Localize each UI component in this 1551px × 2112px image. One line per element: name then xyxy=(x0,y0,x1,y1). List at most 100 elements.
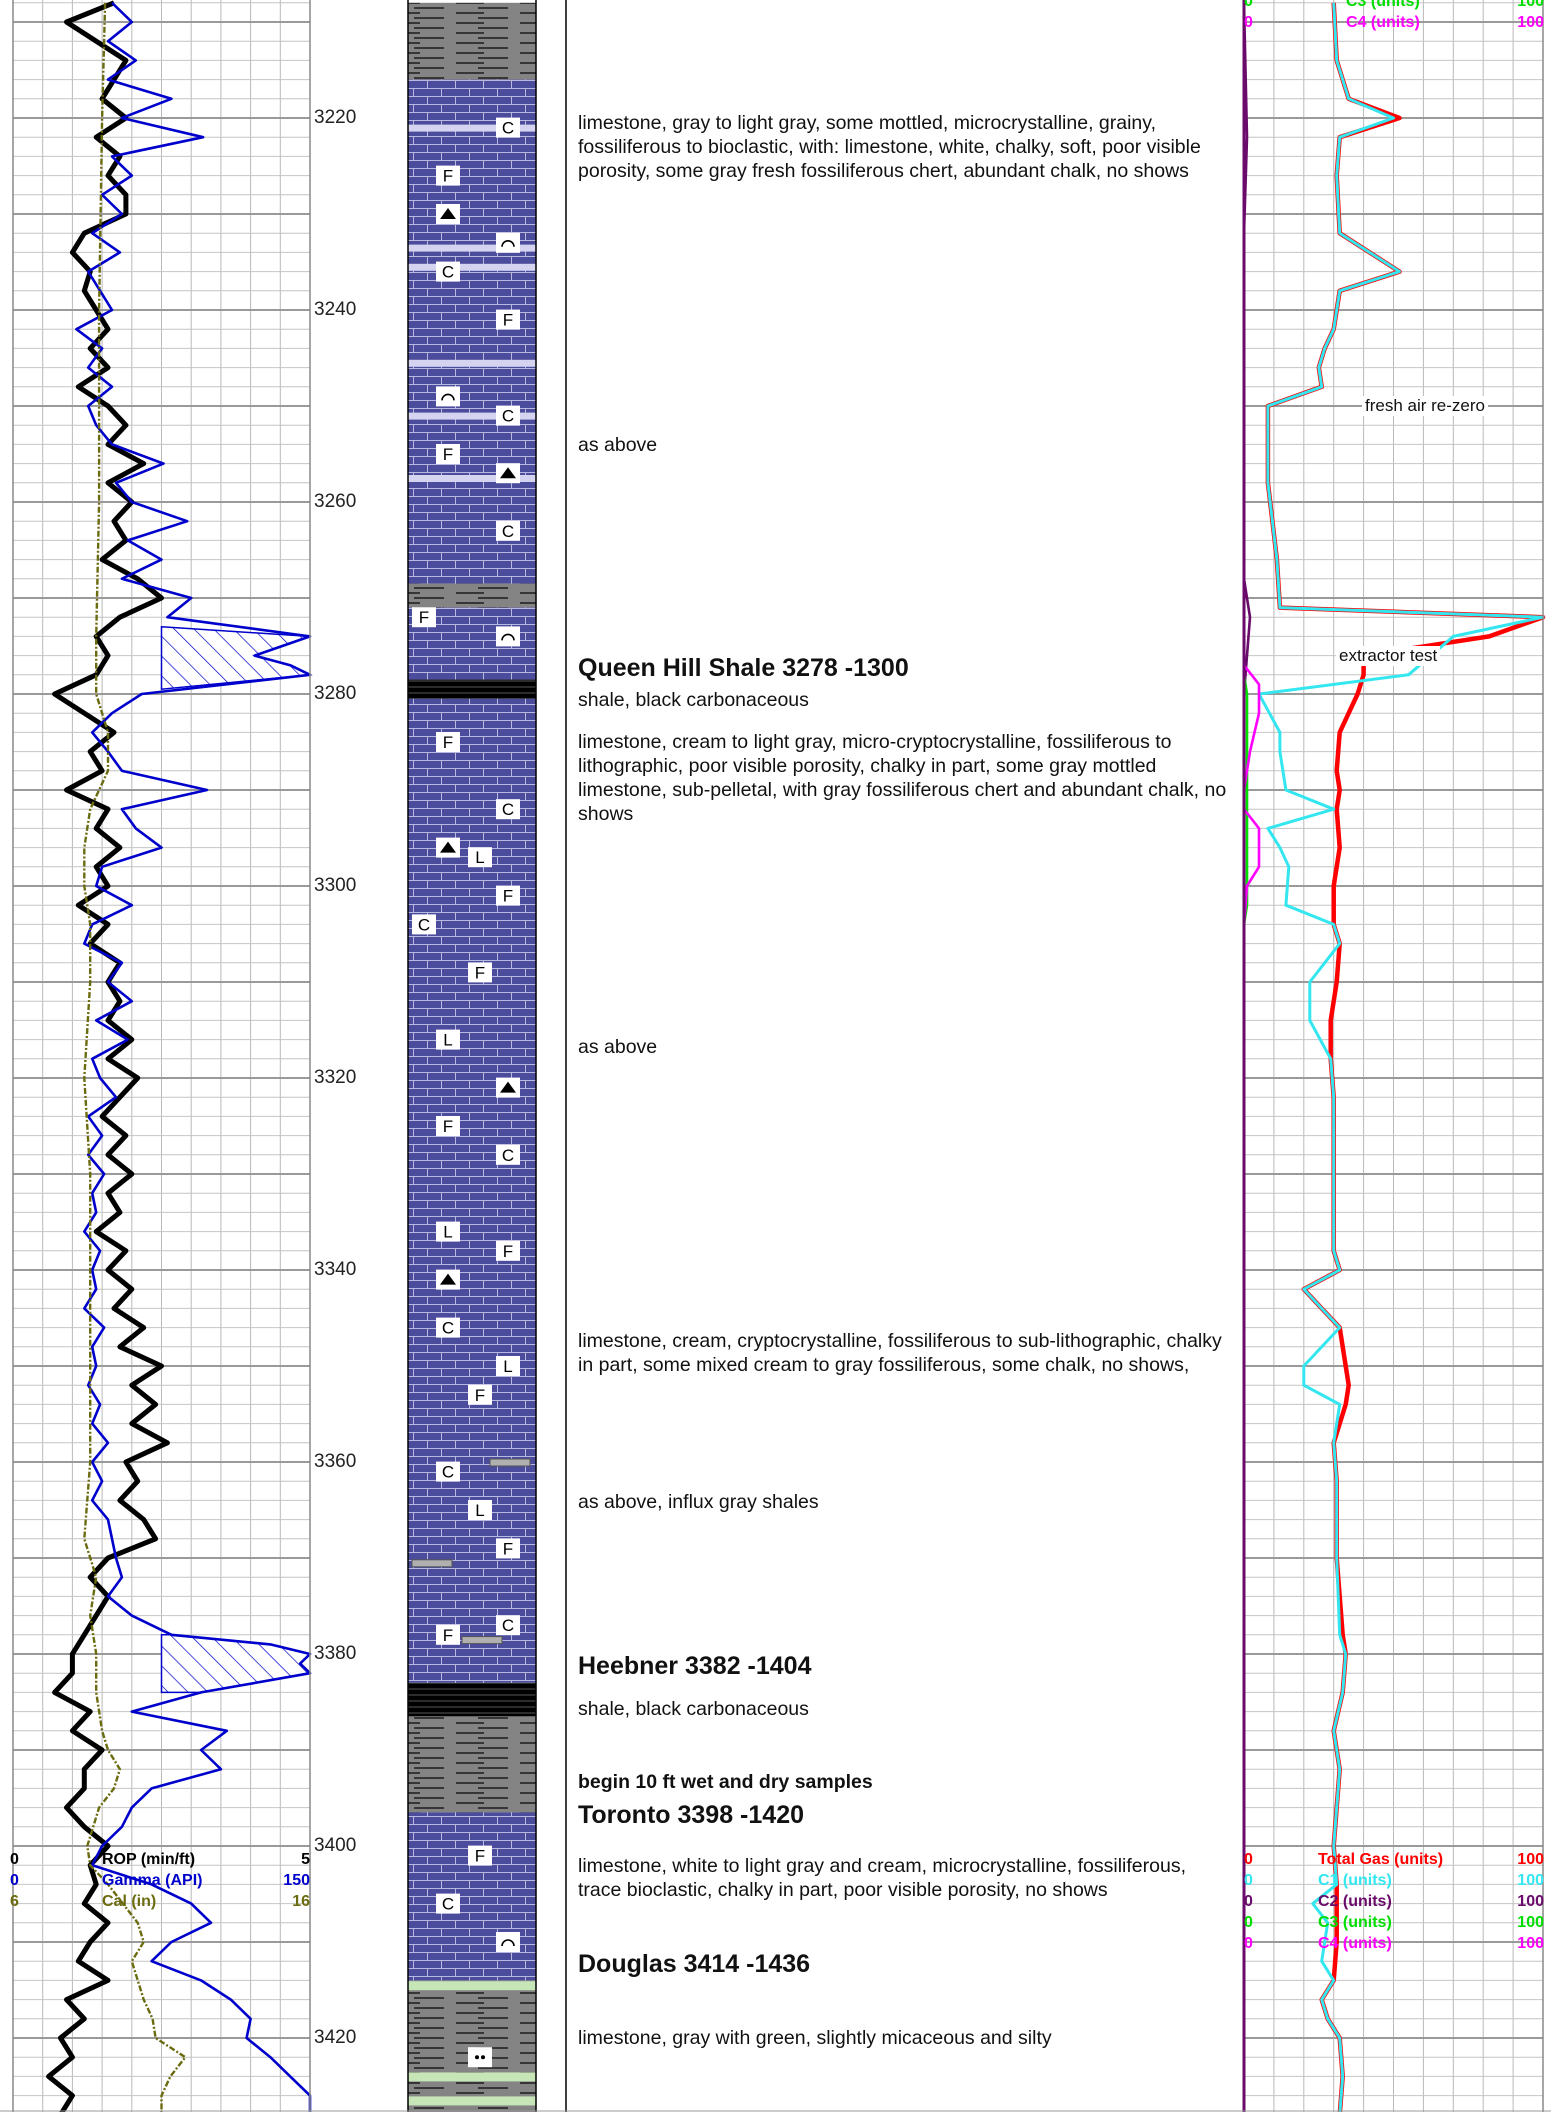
gamma-shale-hatch xyxy=(160,625,313,691)
lithology-symbol-f: F xyxy=(496,1538,520,1559)
legend-row: 0 C3 (units) 100 xyxy=(1244,1913,1544,1934)
depth-label: 3240 xyxy=(314,299,364,321)
symbol-box xyxy=(496,1356,520,1376)
lithology-description: limestone, cream, cryptocrystalline, fos… xyxy=(578,1330,1222,1376)
symbol-letter: F xyxy=(503,1242,513,1261)
gas-annotation: fresh air re-zero xyxy=(1362,396,1488,416)
lithology-symbol-c: C xyxy=(496,1144,520,1165)
legend-label: Cal (in) xyxy=(102,1893,157,1910)
legend-max: 100 xyxy=(1517,1935,1544,1952)
rop-min-ft-curve xyxy=(46,0,170,2112)
symbol-box xyxy=(468,2047,492,2068)
legend-min: 0 xyxy=(1244,0,1253,10)
symbol-box xyxy=(436,1116,460,1136)
symbol-letter: F xyxy=(503,1539,513,1558)
lithology-description: as above xyxy=(578,1036,658,1058)
legend-row: 0 C1 (units) 100 xyxy=(1244,1871,1544,1892)
symbol-box xyxy=(496,309,520,330)
depth-label: 3300 xyxy=(314,875,364,897)
legend-label: C3 (units) xyxy=(1346,0,1420,10)
lithology-symbol-c: C xyxy=(496,1615,520,1636)
chalk-stringer xyxy=(408,475,536,482)
symbol-box xyxy=(496,1932,520,1952)
legend-max: 100 xyxy=(1517,1872,1544,1889)
depth-label: 3360 xyxy=(314,1451,364,1473)
green-lens xyxy=(408,2072,536,2082)
symbol-box xyxy=(468,1384,492,1405)
lithology-symbol-c: C xyxy=(496,799,520,820)
legend-row: 6 Cal (in) 16 xyxy=(10,1892,310,1913)
shale-bed xyxy=(408,2,536,80)
formation-top-label: Toronto 3398 -1420 xyxy=(578,1801,805,1829)
lithology-symbol-c: C xyxy=(496,405,520,426)
lithology-description: limestone, cream to light gray, micro-cr… xyxy=(578,731,1227,825)
lithology-symbol-f: F xyxy=(436,444,460,464)
symbol-letter: F xyxy=(475,1386,485,1405)
oolite-arc xyxy=(501,1939,515,1947)
gamma-shale-fill xyxy=(160,625,313,1694)
lithology-description: shale, black carbonaceous xyxy=(578,1698,809,1720)
gas-legend-bottom: 0 Total Gas (units) 100 0 C1 (units) 100 0 C2 (… xyxy=(1244,1850,1544,1955)
legend-min: 0 xyxy=(1244,1914,1253,1931)
lithology-symbol-chert xyxy=(496,1077,520,1098)
lithology-symbol-oolite xyxy=(496,1932,520,1952)
shale-streak xyxy=(461,1636,503,1645)
chert-triangle xyxy=(440,208,456,219)
lithology-symbol-f: F xyxy=(496,885,520,906)
symbol-box xyxy=(436,1317,460,1338)
symbol-box xyxy=(412,607,436,628)
black-bed xyxy=(408,1682,536,1717)
dot xyxy=(481,2055,485,2060)
lithology-description: shale, black carbonaceous xyxy=(578,689,809,711)
legend-row: 0 C3 (units) 100 xyxy=(1244,0,1544,13)
legend-max: 100 xyxy=(1517,0,1544,10)
depth-label: 3400 xyxy=(314,1835,364,1857)
symbol-letter: F xyxy=(443,1626,453,1645)
lithology-symbol-oolite xyxy=(496,232,520,253)
symbol-box xyxy=(468,847,492,868)
legend-label: C1 (units) xyxy=(1318,1872,1392,1889)
symbol-box xyxy=(468,1500,492,1520)
lithology-description: as above, influx gray shales xyxy=(578,1491,819,1513)
lime-bed xyxy=(408,1812,536,1981)
green-lens xyxy=(408,2096,536,2106)
chert-triangle xyxy=(500,1081,516,1093)
symbol-box xyxy=(436,261,460,282)
symbol-letter: C xyxy=(502,522,514,541)
symbol-box xyxy=(412,914,436,935)
gamma-api-curve xyxy=(75,1,312,2112)
symbol-letter: F xyxy=(475,963,485,982)
chert-triangle xyxy=(500,467,516,479)
left-track-grid xyxy=(12,0,311,2112)
legend-row: 0 C4 (units) 100 xyxy=(1244,13,1544,34)
chert-triangle xyxy=(440,1273,456,1285)
symbol-letter: L xyxy=(475,1501,484,1520)
symbol-letter: F xyxy=(419,608,429,627)
lithology-symbol-l: L xyxy=(468,847,492,868)
lithology-symbol-l: L xyxy=(468,1500,492,1520)
symbol-letter: F xyxy=(475,1847,485,1866)
symbol-box xyxy=(436,1893,460,1914)
symbol-box xyxy=(496,1144,520,1165)
chert-triangle xyxy=(440,841,456,853)
symbol-letter: L xyxy=(475,848,484,867)
symbol-letter: C xyxy=(502,407,514,426)
lithology-symbol-dots xyxy=(468,2047,492,2068)
lithology-symbol-c: C xyxy=(412,914,436,935)
depth-label: 3380 xyxy=(314,1643,364,1665)
legend-max: 100 xyxy=(1517,1914,1544,1931)
dot xyxy=(475,2055,479,2060)
chalk-stringer xyxy=(408,412,536,420)
left-track-legend: 0 ROP (min/ft) 5 0 Gamma (API) 150 6 Cal (in) 16 xyxy=(10,1850,310,1913)
formation-top-label: Douglas 3414 -1436 xyxy=(578,1950,811,1978)
lithology-symbol-oolite xyxy=(496,626,520,647)
lime-bed xyxy=(408,698,536,1683)
lithology-symbol-l: L xyxy=(496,1356,520,1376)
legend-label: ROP (min/ft) xyxy=(102,1851,196,1868)
lithology-symbol-c: C xyxy=(436,1461,460,1482)
chalk-stringer xyxy=(408,244,536,252)
symbol-letter: C xyxy=(502,1146,514,1165)
symbol-letter: C xyxy=(442,1463,454,1482)
lithology-symbol-f: F xyxy=(436,1116,460,1136)
